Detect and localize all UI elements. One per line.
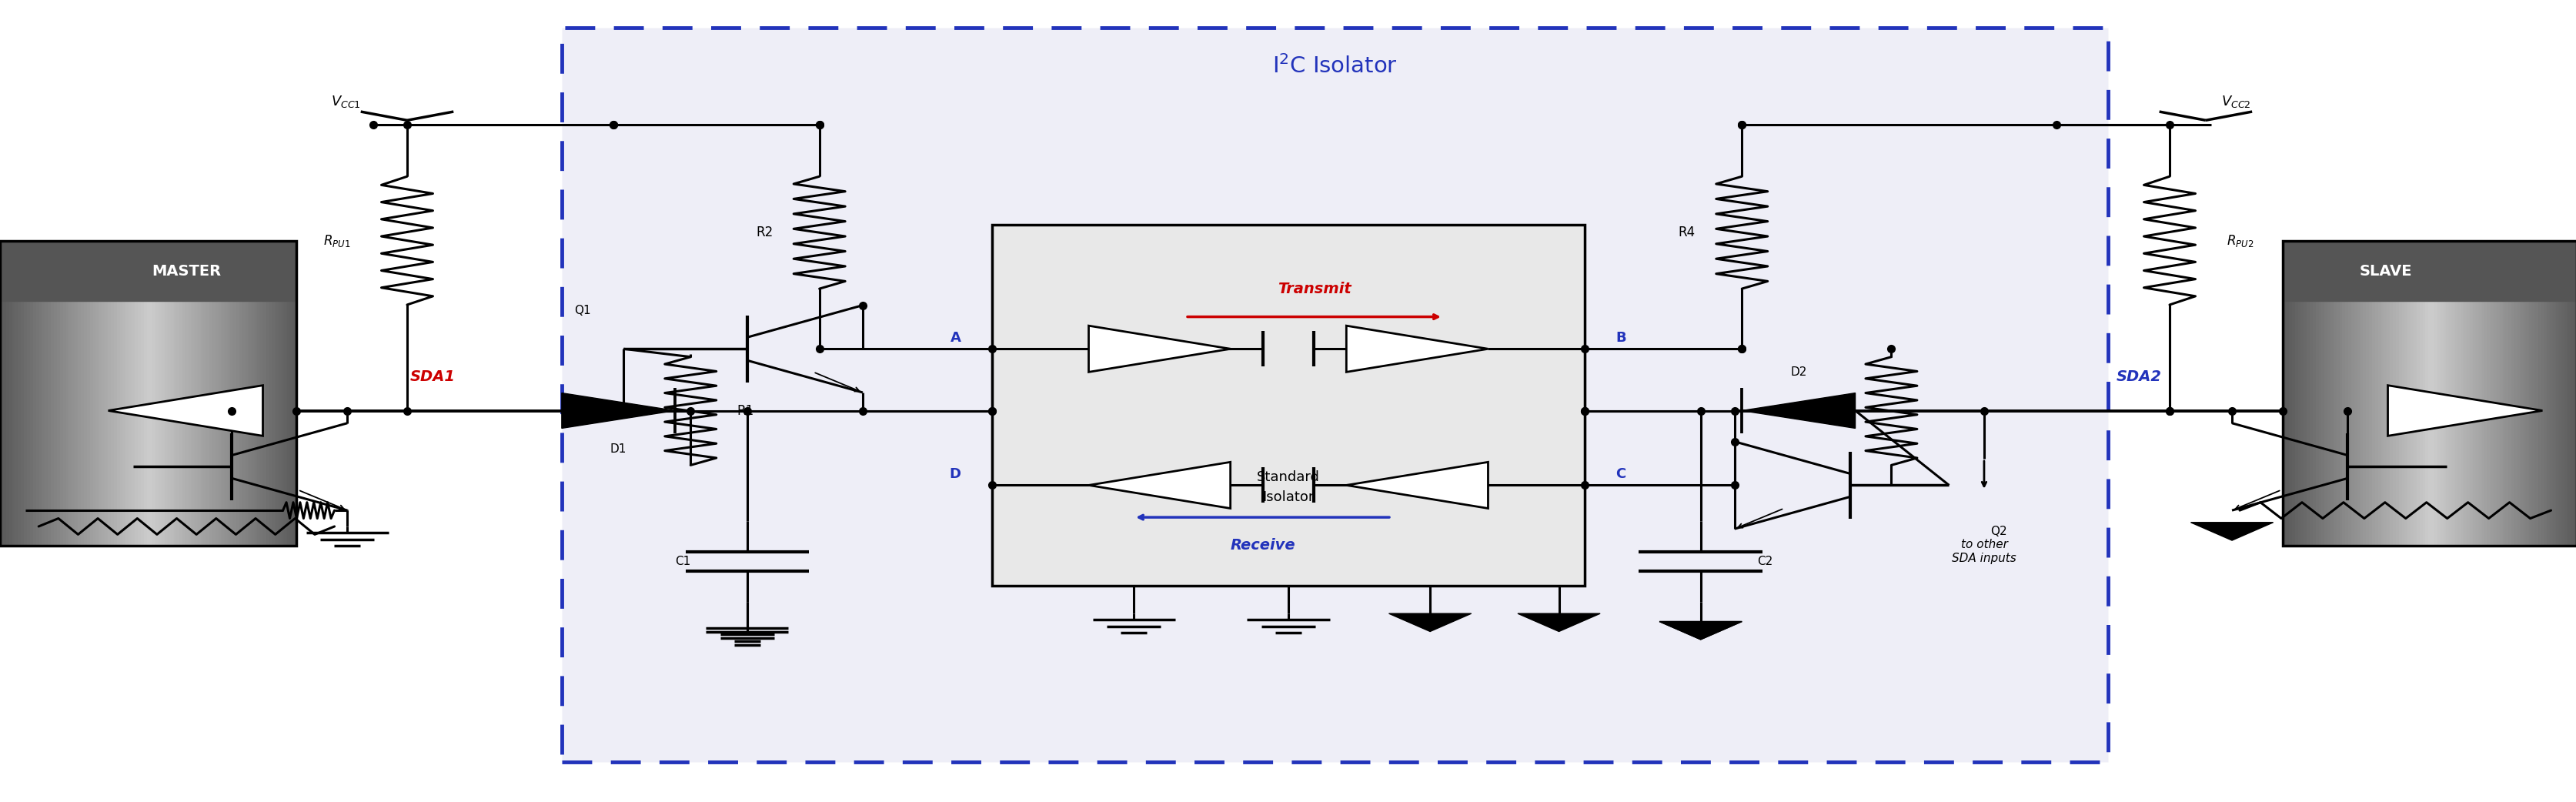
Text: R1: R1 [737,404,755,418]
Text: D2: D2 [1790,367,1806,378]
Text: $V_{CC1}$: $V_{CC1}$ [330,94,361,110]
Bar [2282,241,2576,545]
Polygon shape [1388,614,1471,631]
Bar [0,241,296,545]
Polygon shape [108,386,263,436]
Polygon shape [1087,326,1231,372]
Text: SDA1: SDA1 [410,370,456,384]
Text: SLAVE: SLAVE [2360,264,2411,278]
Text: R3: R3 [1826,404,1844,418]
Text: C: C [1615,468,1625,481]
Text: SDA2: SDA2 [2115,370,2161,384]
Text: D: D [951,468,961,481]
Polygon shape [1659,622,1741,639]
Polygon shape [1347,462,1489,508]
Text: $V_{CC2}$: $V_{CC2}$ [2221,94,2251,110]
Bar [562,28,2107,762]
Text: Standard
Isolator: Standard Isolator [1257,470,1319,504]
Polygon shape [2388,386,2543,436]
Polygon shape [1741,393,1855,428]
Text: C2: C2 [1757,556,1772,567]
Text: I$^2$C Isolator: I$^2$C Isolator [1273,55,1396,78]
Text: MASTER: MASTER [152,264,222,278]
Polygon shape [1347,326,1489,372]
Text: to other
SDA inputs: to other SDA inputs [1950,539,2017,564]
Text: Q1: Q1 [574,305,590,316]
Text: B: B [1615,331,1625,345]
Polygon shape [562,393,675,428]
Text: Transmit: Transmit [1278,282,1350,296]
Text: R4: R4 [1677,225,1695,240]
Text: R2: R2 [755,225,773,240]
Text: A: A [951,331,961,345]
Text: Q2: Q2 [1989,525,2007,537]
Polygon shape [1659,622,1741,639]
Text: Receive: Receive [1229,538,1296,553]
Polygon shape [1087,462,1231,508]
Text: C1: C1 [675,556,690,567]
Text: $R_{PU2}$: $R_{PU2}$ [2226,233,2254,249]
Text: D1: D1 [611,444,626,455]
Polygon shape [1517,614,1600,631]
Text: $R_{PU1}$: $R_{PU1}$ [322,233,350,249]
Bar [992,225,1584,585]
Polygon shape [2190,522,2272,541]
